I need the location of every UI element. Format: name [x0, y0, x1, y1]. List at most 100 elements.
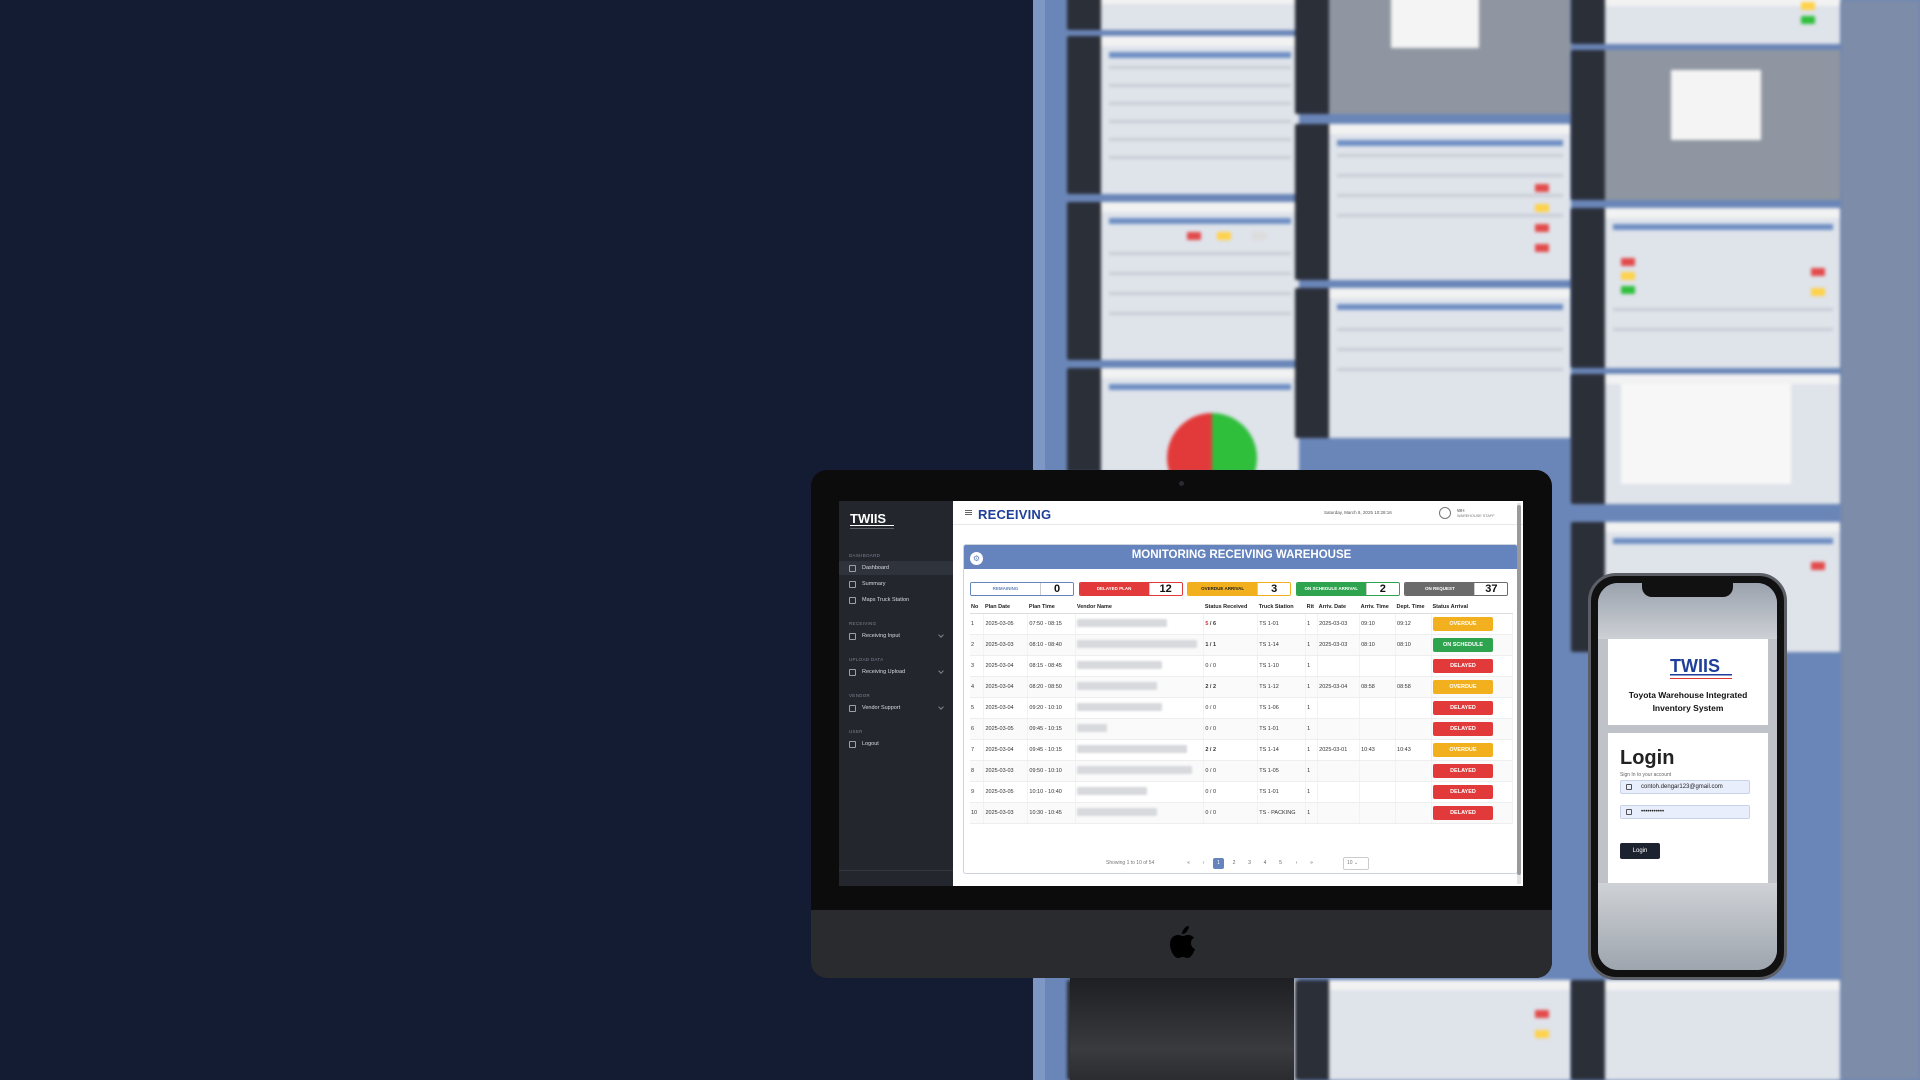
- table-cell: TS 1-14: [1257, 634, 1307, 656]
- vendor-name-redacted: [1077, 807, 1158, 816]
- table-row[interactable]: 2 2025-03-03 08:10 - 08:40 1 / 1 TS 1-14 1 202…: [970, 634, 1514, 656]
- password-field[interactable]: •••••••••••: [1620, 805, 1750, 819]
- table-cell: [1359, 781, 1397, 803]
- column-header[interactable]: Arriv. Time: [1359, 602, 1396, 614]
- scrollbar-thumb[interactable]: [1517, 505, 1521, 875]
- imac-camera: [1179, 481, 1184, 486]
- table-cell: TS 1-01: [1257, 781, 1307, 803]
- table-cell: 2025-03-04: [983, 655, 1029, 677]
- table-cell: DELAYED: [1431, 718, 1514, 740]
- settings-icon[interactable]: ⚙: [970, 552, 983, 565]
- table-cell: [1075, 781, 1205, 803]
- status-card-on-schedule-arrival: ON SCHEDULE ARRIVAL 2: [1295, 582, 1400, 596]
- email-field[interactable]: contoh.dengar123@gmail.com: [1620, 780, 1750, 794]
- column-header[interactable]: Status Arrival: [1431, 602, 1513, 614]
- main-content: RECEIVING Saturday, March 8, 2025 10:28:…: [953, 501, 1523, 886]
- first-page-button[interactable]: «: [1187, 860, 1190, 866]
- table-cell: 2 / 2: [1203, 739, 1259, 761]
- column-header[interactable]: Vendor Name: [1075, 602, 1204, 614]
- user-avatar-icon[interactable]: [1439, 507, 1451, 519]
- map-icon: [849, 596, 856, 604]
- table-cell: 1: [1305, 634, 1319, 656]
- sidebar-item-receiving-input[interactable]: Receiving Input: [839, 629, 953, 643]
- status-arrival-badge: DELAYED: [1432, 805, 1493, 820]
- sidebar-item-receiving-upload[interactable]: Receiving Upload: [839, 665, 953, 679]
- table-row[interactable]: 8 2025-03-03 09:50 - 10:10 0 / 0 TS 1-05 1 DEL…: [970, 760, 1514, 782]
- table-cell: [1075, 655, 1205, 677]
- received-count: 2: [1205, 746, 1209, 753]
- sidebar-section-title: UPLOAD DATA: [849, 657, 884, 662]
- table-row[interactable]: 1 2025-03-05 07:50 - 08:15 5 / 6 TS 1-01 1 202…: [970, 613, 1514, 635]
- table-cell: 07:50 - 08:15: [1027, 613, 1077, 635]
- table-cell: [1359, 697, 1397, 719]
- vendor-name-redacted: [1077, 639, 1198, 648]
- table-cell: 8: [970, 760, 985, 782]
- page-button[interactable]: 5: [1279, 860, 1282, 866]
- table-cell: 2025-03-03: [983, 760, 1029, 782]
- vendor-name-redacted: [1077, 744, 1188, 753]
- sidebar-item-vendor-support[interactable]: Vendor Support: [839, 701, 953, 715]
- status-card-label: REMAINING: [971, 583, 1040, 595]
- status-card-overdue-arrival: OVERDUE ARRIVAL 3: [1187, 582, 1292, 596]
- table-cell: TS - PACKING: [1257, 802, 1307, 824]
- vendor-icon: [849, 704, 856, 712]
- table-cell: [1317, 655, 1361, 677]
- table-cell: 6: [970, 718, 985, 740]
- column-header[interactable]: Truck Station: [1257, 602, 1306, 614]
- prev-page-button[interactable]: ‹: [1202, 860, 1205, 866]
- sidebar-item-dashboard[interactable]: Dashboard: [839, 561, 953, 575]
- column-header[interactable]: Arriv. Date: [1317, 602, 1360, 614]
- table-row[interactable]: 10 2025-03-03 10:30 - 10:45 0 / 0 TS - PACKI…: [970, 802, 1514, 824]
- sidebar-item-label: Logout: [862, 741, 879, 747]
- sidebar-item-summary[interactable]: Summary: [839, 577, 953, 591]
- column-header[interactable]: No: [970, 602, 984, 614]
- table-cell: 10:10 - 10:40: [1027, 781, 1077, 803]
- page-button[interactable]: 3: [1248, 860, 1251, 866]
- page-button[interactable]: 1: [1213, 858, 1224, 869]
- chevron-down-icon: ⌄: [1353, 860, 1359, 866]
- table-row[interactable]: 7 2025-03-04 09:45 - 10:15 2 / 2 TS 1-14 1 202…: [970, 739, 1514, 761]
- table-cell: OVERDUE: [1431, 739, 1514, 761]
- sidebar-item-maps-truck-station[interactable]: Maps Truck Station: [839, 593, 953, 607]
- table-row[interactable]: 5 2025-03-04 09:20 - 10:10 0 / 0 TS 1-06 1 DEL…: [970, 697, 1514, 719]
- login-button[interactable]: Login: [1620, 843, 1660, 859]
- table-cell: 1: [1305, 781, 1319, 803]
- warehouse-photo-bottom: [1598, 883, 1777, 970]
- column-header[interactable]: Status Received: [1203, 602, 1258, 614]
- table-cell: TS 1-12: [1257, 676, 1307, 698]
- page-size-select[interactable]: 10 ⌄: [1343, 857, 1369, 870]
- table-row[interactable]: 9 2025-03-05 10:10 - 10:40 0 / 0 TS 1-01 1 DEL…: [970, 781, 1514, 803]
- scrollbar[interactable]: [1517, 503, 1521, 884]
- table-cell: DELAYED: [1431, 697, 1514, 719]
- vendor-name-redacted: [1077, 723, 1108, 732]
- desktop-screen: TWIIS DASHBOARD Dashboard Summary Maps Truc…: [839, 501, 1523, 886]
- sidebar-item-logout[interactable]: Logout: [839, 737, 953, 751]
- table-cell: 1: [1305, 697, 1319, 719]
- last-page-button[interactable]: »: [1310, 860, 1313, 866]
- table-cell: [1075, 739, 1205, 761]
- status-arrival-badge: DELAYED: [1432, 700, 1493, 715]
- table-row[interactable]: 6 2025-03-05 09:45 - 10:15 0 / 0 TS 1-01 1 DEL…: [970, 718, 1514, 740]
- table-cell: [1075, 613, 1205, 635]
- expected-count: / 0: [1208, 788, 1217, 795]
- sidebar-section-title: VENDOR: [849, 693, 871, 698]
- table-row[interactable]: 3 2025-03-04 08:15 - 08:45 0 / 0 TS 1-10 1 DEL…: [970, 655, 1514, 677]
- table-cell: 2025-03-05: [983, 781, 1029, 803]
- column-header[interactable]: Plan Time: [1027, 602, 1076, 614]
- table-cell: [1395, 781, 1432, 803]
- table-cell: 0 / 0: [1203, 802, 1259, 824]
- table-cell: 08:10 - 08:40: [1027, 634, 1077, 656]
- status-card-remaining: REMAINING 0: [970, 582, 1074, 596]
- table-row[interactable]: 4 2025-03-04 08:20 - 08:50 2 / 2 TS 1-12 1 202…: [970, 676, 1514, 698]
- next-page-button[interactable]: ›: [1295, 860, 1298, 866]
- page-button[interactable]: 2: [1232, 860, 1236, 866]
- table-cell: [1395, 697, 1432, 719]
- column-header[interactable]: Plan Date: [983, 602, 1028, 614]
- twiis-logo: TWIIS: [850, 511, 894, 529]
- column-header[interactable]: Dept. Time: [1395, 602, 1432, 614]
- page-button[interactable]: 4: [1263, 860, 1267, 866]
- status-card-value: 37: [1474, 583, 1508, 595]
- column-header[interactable]: Rit: [1305, 602, 1318, 614]
- menu-toggle-icon[interactable]: [965, 510, 972, 515]
- table-cell: 2025-03-04: [983, 676, 1029, 698]
